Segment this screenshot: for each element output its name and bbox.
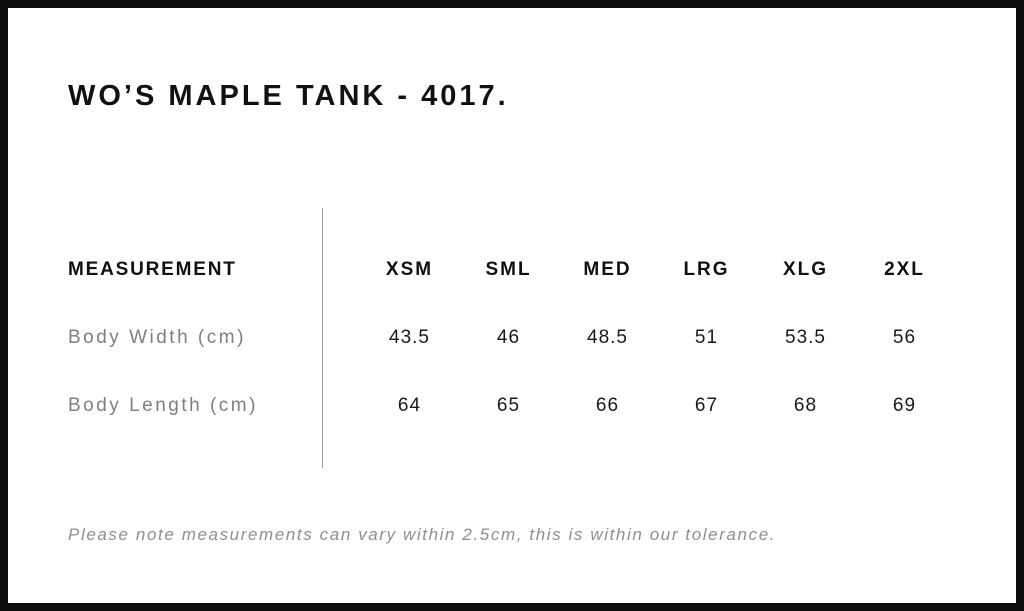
body-length-value-sml: 65 — [496, 395, 521, 416]
body-width-value-2xl: 56 — [892, 327, 917, 348]
body-length-value-med: 66 — [595, 395, 620, 416]
size-header-xlg: XLG — [782, 259, 829, 280]
body-width-value-lrg: 51 — [694, 327, 719, 348]
body-length-value-lrg: 67 — [694, 395, 719, 416]
body-length-value-xlg: 68 — [793, 395, 818, 416]
size-chart-table: MEASUREMENT XSM SML MED LRG XLG 2XL Body… — [8, 236, 1016, 440]
page-title: WO’S MAPLE TANK - 4017. — [68, 80, 509, 112]
body-width-value-med: 48.5 — [587, 327, 628, 348]
body-length-value-2xl: 69 — [892, 395, 917, 416]
body-width-value-xlg: 53.5 — [785, 327, 826, 348]
size-header-sml: SML — [485, 259, 532, 280]
measurement-column-header: MEASUREMENT — [68, 259, 237, 280]
tolerance-note: Please note measurements can vary within… — [68, 525, 777, 544]
size-header-lrg: LRG — [683, 259, 730, 280]
body-width-value-sml: 46 — [496, 327, 521, 348]
size-header-xsm: XSM — [385, 259, 434, 280]
row-label-body-width: Body Width (cm) — [68, 327, 246, 348]
vertical-divider-line — [322, 208, 323, 468]
body-length-value-xsm: 64 — [397, 395, 422, 416]
size-chart-header-row: MEASUREMENT XSM SML MED LRG XLG 2XL — [8, 236, 1016, 304]
table-row-body-width: Body Width (cm) 43.5 46 48.5 51 53.5 56 — [8, 304, 1016, 372]
size-header-med: MED — [583, 259, 632, 280]
table-row-body-length: Body Length (cm) 64 65 66 67 68 69 — [8, 372, 1016, 440]
row-label-body-length: Body Length (cm) — [68, 395, 258, 416]
size-header-2xl: 2XL — [884, 259, 925, 280]
body-width-value-xsm: 43.5 — [389, 327, 430, 348]
